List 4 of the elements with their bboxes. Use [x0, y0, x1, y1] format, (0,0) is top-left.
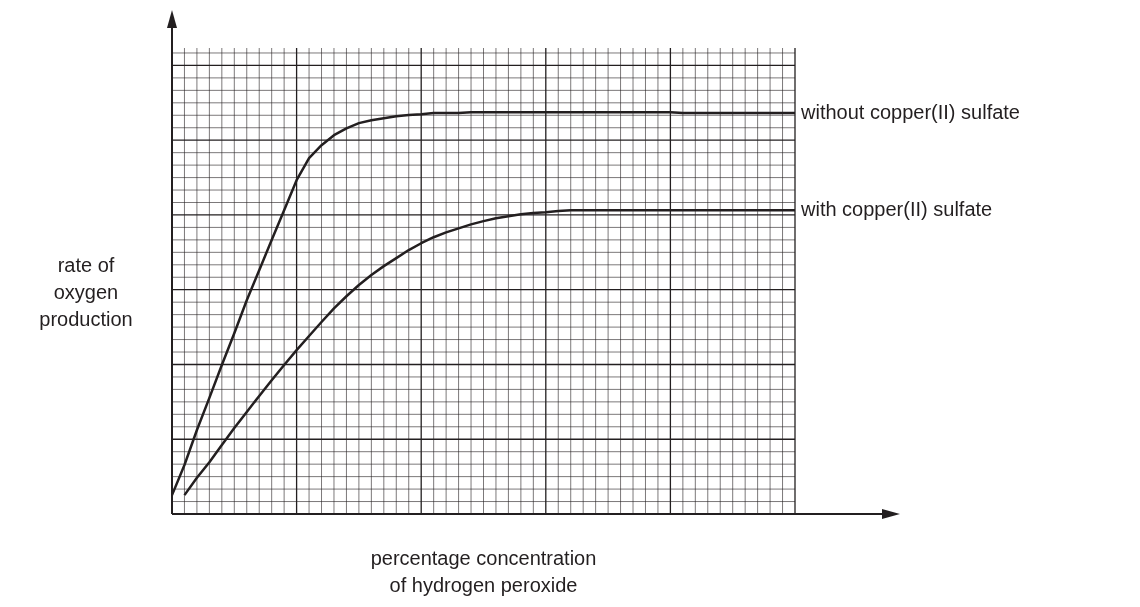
x-axis-title: percentage concentration of hydrogen peroxide	[370, 546, 597, 596]
series-label: without copper(II) sulfate	[800, 100, 1020, 123]
y-axis-title: rate of oxygen production	[39, 253, 133, 330]
series-label: with copper(II) sulfate	[800, 197, 993, 220]
